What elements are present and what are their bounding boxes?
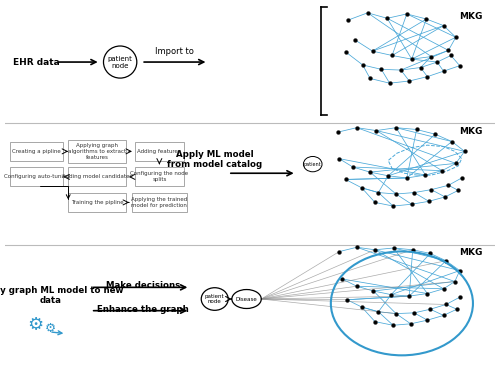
Text: EHR data: EHR data xyxy=(14,58,60,67)
Text: Configuring the node
splits: Configuring the node splits xyxy=(130,171,188,182)
FancyBboxPatch shape xyxy=(10,167,64,186)
Text: patient: patient xyxy=(304,161,322,167)
Text: Adding model candidates: Adding model candidates xyxy=(62,174,132,179)
Text: Make decisions: Make decisions xyxy=(106,280,180,290)
Text: Apply ML model
from model catalog: Apply ML model from model catalog xyxy=(167,150,262,169)
FancyBboxPatch shape xyxy=(68,140,126,163)
Text: MKG: MKG xyxy=(460,127,483,136)
Text: Adding features: Adding features xyxy=(138,149,181,154)
FancyBboxPatch shape xyxy=(132,193,187,212)
Text: Disease: Disease xyxy=(236,296,258,302)
Text: Training the pipline: Training the pipline xyxy=(71,200,124,205)
Text: MKG: MKG xyxy=(460,12,483,21)
Text: ⚙: ⚙ xyxy=(44,323,56,336)
Text: Applying graph
algorithms to extract
features: Applying graph algorithms to extract fea… xyxy=(68,143,126,160)
Text: patient
node: patient node xyxy=(108,55,132,68)
Text: Enhance the graph: Enhance the graph xyxy=(98,305,189,314)
Text: ⚙: ⚙ xyxy=(28,316,44,334)
Text: Applying the trained
model for prediction: Applying the trained model for predictio… xyxy=(131,197,188,208)
Text: Configuring auto-tuning: Configuring auto-tuning xyxy=(4,174,70,179)
Text: patient
node: patient node xyxy=(205,294,225,304)
Text: Apply graph ML model to new
data: Apply graph ML model to new data xyxy=(0,286,124,305)
Text: Creating a pipline: Creating a pipline xyxy=(12,149,61,154)
FancyBboxPatch shape xyxy=(135,142,184,161)
Text: Import to: Import to xyxy=(154,47,194,56)
Text: MKG: MKG xyxy=(460,248,483,257)
FancyBboxPatch shape xyxy=(68,193,126,212)
FancyBboxPatch shape xyxy=(10,142,64,161)
FancyBboxPatch shape xyxy=(135,167,184,186)
FancyBboxPatch shape xyxy=(68,167,126,186)
